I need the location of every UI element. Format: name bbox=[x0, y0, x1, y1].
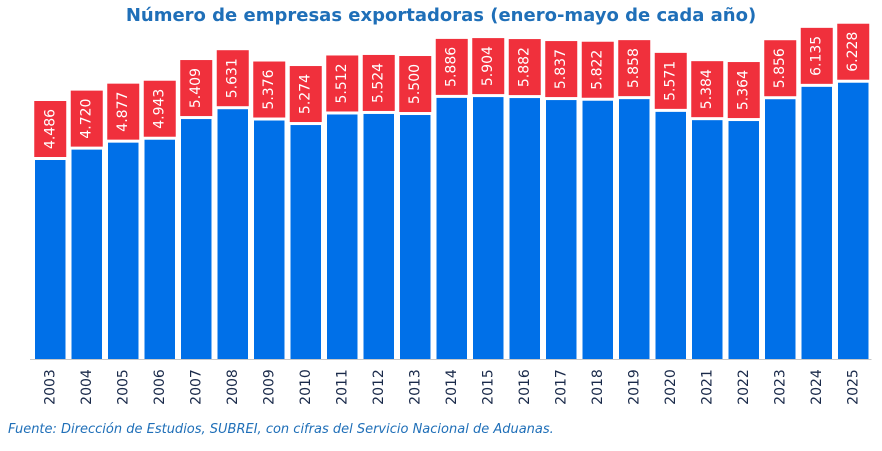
data-label-2004: 4.720 bbox=[79, 99, 95, 139]
x-tick-label-2024: 2024 bbox=[809, 369, 825, 405]
data-label-box-2014 bbox=[435, 38, 468, 95]
x-tick-label-2007: 2007 bbox=[188, 369, 204, 405]
bar-2020 bbox=[655, 111, 686, 360]
data-label-box-2012 bbox=[362, 54, 395, 111]
x-tick-label-2011: 2011 bbox=[334, 369, 350, 405]
data-label-2005: 4.877 bbox=[115, 92, 131, 132]
bar-2019 bbox=[619, 99, 650, 360]
bar-2024 bbox=[801, 86, 832, 359]
data-label-2021: 5.384 bbox=[699, 69, 715, 109]
data-label-box-2016 bbox=[508, 39, 541, 96]
data-label-2014: 5.886 bbox=[444, 47, 460, 87]
data-label-box-2025 bbox=[837, 23, 870, 80]
bar-2004 bbox=[71, 149, 102, 359]
x-tick-label-2013: 2013 bbox=[407, 369, 423, 405]
x-tick-label-2018: 2018 bbox=[590, 369, 606, 405]
x-tick-label-2004: 2004 bbox=[79, 369, 95, 405]
x-tick-label-2020: 2020 bbox=[663, 369, 679, 405]
data-label-box-2021 bbox=[691, 61, 724, 118]
data-label-2008: 5.631 bbox=[225, 58, 241, 98]
bar-2013 bbox=[400, 115, 431, 359]
data-label-2006: 4.943 bbox=[152, 89, 168, 129]
x-tick-label-2014: 2014 bbox=[444, 369, 460, 405]
x-tick-label-2021: 2021 bbox=[699, 369, 715, 405]
x-tick-label-2005: 2005 bbox=[115, 369, 131, 405]
bar-2007 bbox=[181, 119, 212, 359]
bar-2023 bbox=[765, 99, 796, 360]
bar-2016 bbox=[509, 98, 540, 359]
x-tick-label-2012: 2012 bbox=[371, 369, 387, 405]
x-tick-label-2022: 2022 bbox=[736, 369, 752, 405]
data-label-box-2015 bbox=[472, 38, 505, 95]
bar-2003 bbox=[35, 160, 66, 359]
bars-layer bbox=[35, 82, 869, 360]
bar-2022 bbox=[728, 121, 759, 359]
data-label-box-2006 bbox=[143, 80, 176, 137]
x-tick-label-2015: 2015 bbox=[480, 369, 496, 405]
data-label-2023: 5.856 bbox=[772, 48, 788, 88]
bar-2015 bbox=[473, 97, 504, 359]
data-label-2010: 5.274 bbox=[298, 74, 314, 114]
chart-title: Número de empresas exportadoras (enero-m… bbox=[125, 5, 757, 26]
data-label-2013: 5.500 bbox=[407, 64, 423, 104]
data-label-2019: 5.858 bbox=[626, 48, 642, 88]
source-note: Fuente: Dirección de Estudios, SUBREI, c… bbox=[8, 422, 554, 437]
bar-2005 bbox=[108, 142, 139, 359]
bar-2018 bbox=[582, 100, 613, 359]
data-label-2012: 5.524 bbox=[371, 63, 387, 103]
data-label-box-2004 bbox=[70, 90, 103, 147]
data-labels-layer: 4.486 4.720 4.877 4.943 5.409 5.631 5.376 5.274… bbox=[34, 23, 870, 157]
data-label-2020: 5.571 bbox=[663, 61, 679, 101]
x-tick-label-2008: 2008 bbox=[225, 369, 241, 405]
bar-2017 bbox=[546, 100, 577, 359]
data-label-2009: 5.376 bbox=[261, 69, 277, 109]
data-label-box-2024 bbox=[800, 27, 833, 84]
x-tick-label-2009: 2009 bbox=[261, 369, 277, 405]
data-label-box-2011 bbox=[326, 55, 359, 112]
bar-2009 bbox=[254, 120, 285, 359]
bar-2011 bbox=[327, 114, 358, 359]
data-label-2016: 5.882 bbox=[517, 47, 533, 87]
data-label-2022: 5.364 bbox=[736, 70, 752, 110]
data-label-box-2009 bbox=[253, 61, 286, 118]
x-tick-label-2010: 2010 bbox=[298, 369, 314, 405]
x-tick-labels-layer: 2003 2004 2005 2006 2007 2008 2009 2010 2011 2012… bbox=[42, 369, 861, 405]
bar-2021 bbox=[692, 120, 723, 359]
data-label-box-2008 bbox=[216, 50, 249, 107]
data-label-2024: 6.135 bbox=[809, 36, 825, 76]
data-label-box-2007 bbox=[180, 60, 213, 117]
data-label-2025: 6.228 bbox=[845, 32, 861, 72]
data-label-2015: 5.904 bbox=[480, 46, 496, 86]
data-label-box-2017 bbox=[545, 41, 578, 98]
x-tick-label-2023: 2023 bbox=[772, 369, 788, 405]
data-label-2007: 5.409 bbox=[188, 68, 204, 108]
data-label-2003: 4.486 bbox=[42, 109, 58, 149]
data-label-box-2020 bbox=[654, 52, 687, 109]
x-tick-label-2006: 2006 bbox=[152, 369, 168, 405]
data-label-2011: 5.512 bbox=[334, 63, 350, 103]
bar-2008 bbox=[217, 109, 248, 359]
bar-2014 bbox=[436, 97, 467, 359]
x-tick-label-2003: 2003 bbox=[42, 369, 58, 405]
x-tick-label-2016: 2016 bbox=[517, 369, 533, 405]
bar-2025 bbox=[838, 82, 869, 359]
data-label-box-2019 bbox=[618, 40, 651, 97]
data-label-box-2013 bbox=[399, 56, 432, 113]
bar-2006 bbox=[144, 139, 175, 359]
data-label-box-2010 bbox=[289, 66, 322, 123]
x-tick-label-2017: 2017 bbox=[553, 369, 569, 405]
data-label-box-2005 bbox=[107, 83, 140, 140]
bar-2010 bbox=[290, 125, 321, 360]
data-label-box-2022 bbox=[727, 62, 760, 119]
x-tick-label-2025: 2025 bbox=[845, 369, 861, 405]
data-label-box-2023 bbox=[764, 40, 797, 97]
data-label-box-2018 bbox=[581, 41, 614, 98]
data-label-2017: 5.837 bbox=[553, 49, 569, 89]
data-label-2018: 5.822 bbox=[590, 50, 606, 90]
bar-2012 bbox=[363, 113, 394, 360]
data-label-box-2003 bbox=[34, 101, 67, 157]
x-tick-label-2019: 2019 bbox=[626, 369, 642, 405]
